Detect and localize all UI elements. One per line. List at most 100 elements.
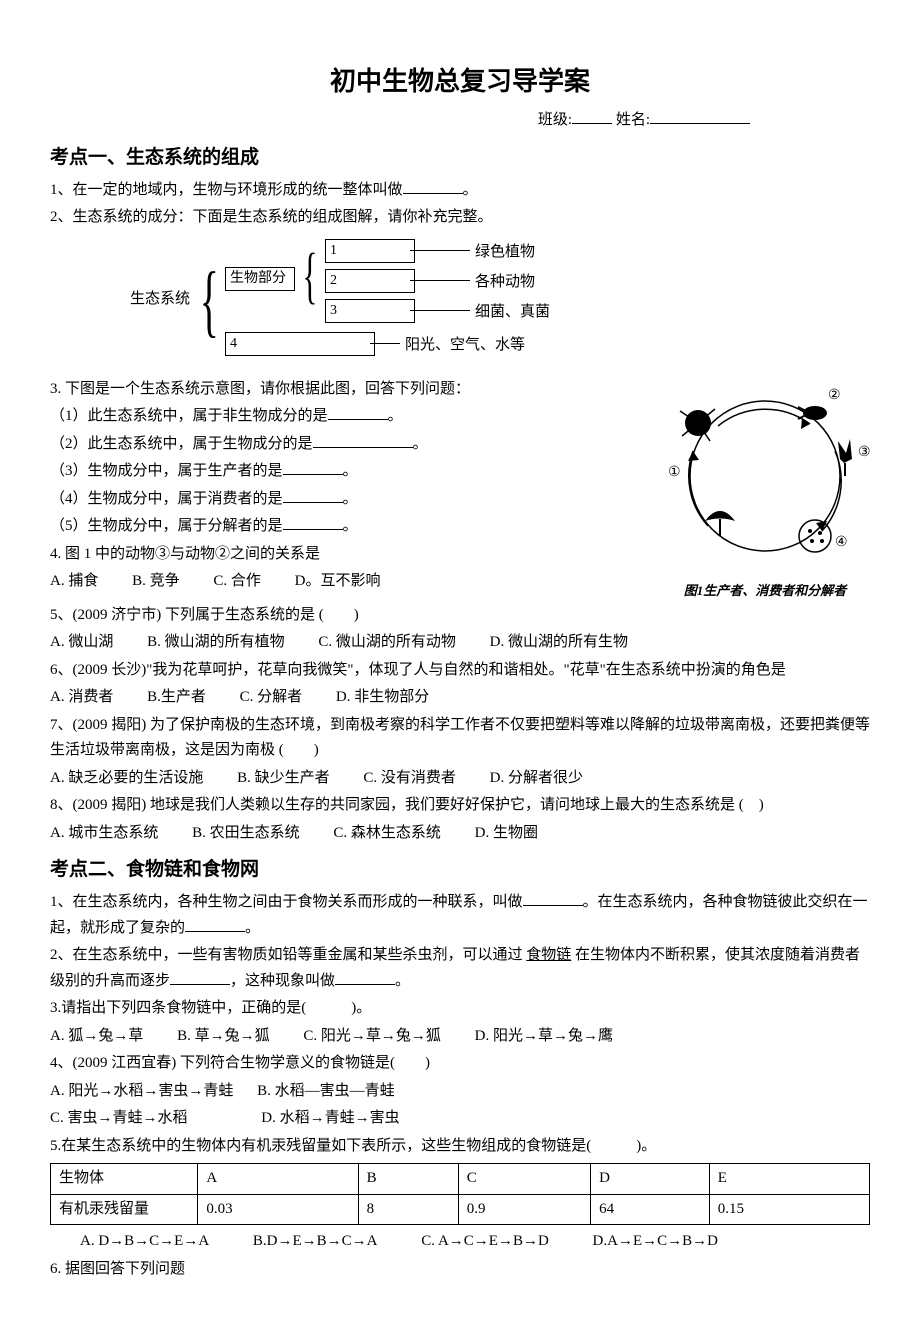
opt-d[interactable]: D. 阳光→草→兔→鹰: [475, 1024, 613, 1050]
class-name-line: 班级: 姓名:: [50, 108, 870, 134]
opt-b[interactable]: B. 草→兔→狐: [177, 1024, 270, 1050]
opt-d[interactable]: D. 非生物部分: [336, 685, 429, 711]
opt-d[interactable]: D. 分解者很少: [490, 766, 583, 792]
opt-c[interactable]: C. A→C→E→B→D: [421, 1229, 549, 1255]
s1-q7-options: A. 缺乏必要的生活设施 B. 缺少生产者 C. 没有消费者 D. 分解者很少: [50, 766, 870, 792]
diagram-root: 生态系统: [130, 287, 190, 313]
opt-a[interactable]: A. 城市生态系统: [50, 821, 158, 847]
s1-q1: 1、在一定的地域内，生物与环境形成的统一整体叫做。: [50, 178, 870, 204]
s2-q5: 5.在某生态系统中的生物体内有机汞残留量如下表所示，这些生物组成的食物链是( )…: [50, 1134, 870, 1160]
diagram-box4[interactable]: 4: [225, 332, 375, 356]
opt-a[interactable]: A. 缺乏必要的生活设施: [50, 766, 203, 792]
name-blank[interactable]: [650, 108, 750, 124]
blank[interactable]: [313, 432, 413, 448]
s2-q2c: ，这种现象叫做: [230, 973, 335, 989]
line-icon: [410, 280, 470, 281]
blank[interactable]: [185, 916, 245, 932]
fig-label-4: ④: [835, 535, 848, 550]
mercury-table: 生物体 A B C D E 有机汞残留量 0.03 8 0.9 64 0.15: [50, 1163, 870, 1225]
opt-d[interactable]: D.A→E→C→B→D: [593, 1229, 718, 1255]
q3-4-text: （4）生物成分中，属于消费者的是: [50, 491, 283, 507]
blank[interactable]: [170, 969, 230, 985]
opt-b[interactable]: B.D→E→B→C→A: [253, 1229, 378, 1255]
blank[interactable]: [283, 514, 343, 530]
opt-c[interactable]: C. 合作: [213, 569, 261, 595]
s2-q4-options: A. 阳光→水稻→害虫→青蛙 B. 水稻—害虫—青蛙: [50, 1079, 870, 1105]
s1-q5-options: A. 微山湖 B. 微山湖的所有植物 C. 微山湖的所有动物 D. 微山湖的所有…: [50, 630, 870, 656]
table-row: 生物体 A B C D E: [51, 1164, 870, 1195]
blank[interactable]: [523, 890, 583, 906]
th-d: D: [591, 1164, 710, 1195]
td-a: 0.03: [198, 1194, 358, 1225]
s2-q1a: 1、在生态系统内，各种生物之间由于食物关系而形成的一种联系，叫做: [50, 894, 523, 910]
opt-a[interactable]: A. 消费者: [50, 685, 113, 711]
opt-b[interactable]: B. 竞争: [132, 569, 180, 595]
opt-b[interactable]: B. 缺少生产者: [237, 766, 330, 792]
opt-a[interactable]: A. 阳光→水稻→害虫→青蛙: [50, 1079, 233, 1105]
ecosystem-diagram: 生态系统 { 生物部分 { 4 1 2 3 绿色植物 各种动物 细菌、真菌 阳光…: [50, 237, 870, 367]
td-e: 0.15: [709, 1194, 869, 1225]
diagram-box2[interactable]: 2: [325, 269, 415, 293]
box3-num: 3: [330, 303, 337, 318]
brace-icon: {: [302, 245, 317, 307]
opt-b[interactable]: B. 农田生态系统: [192, 821, 300, 847]
box2-num: 2: [330, 273, 337, 288]
th-b: B: [358, 1164, 458, 1195]
th-c: C: [458, 1164, 590, 1195]
opt-b[interactable]: B.生产者: [147, 685, 206, 711]
blank[interactable]: [283, 487, 343, 503]
th-a: A: [198, 1164, 358, 1195]
diagram-box1[interactable]: 1: [325, 239, 415, 263]
brace-icon: {: [200, 261, 219, 341]
s1-q6-options: A. 消费者 B.生产者 C. 分解者 D. 非生物部分: [50, 685, 870, 711]
th-organism: 生物体: [51, 1164, 198, 1195]
opt-d[interactable]: D. 生物圈: [475, 821, 538, 847]
line-icon: [410, 250, 470, 251]
q3-1-text: （1）此生态系统中，属于非生物成分的是: [50, 408, 328, 424]
diagram-box3[interactable]: 3: [325, 299, 415, 323]
line-icon: [410, 310, 470, 311]
fig-label-2: ②: [828, 388, 841, 403]
opt-a[interactable]: A. D→B→C→E→A: [80, 1229, 209, 1255]
td-d: 64: [591, 1194, 710, 1225]
opt-c[interactable]: C. 森林生态系统: [333, 821, 441, 847]
fig-label-1: ①: [668, 465, 681, 480]
opt-b[interactable]: B. 微山湖的所有植物: [147, 630, 285, 656]
s1-q1-blank[interactable]: [403, 178, 463, 194]
diagram-leaf3: 细菌、真菌: [475, 300, 550, 326]
class-label: 班级:: [538, 112, 572, 128]
blank[interactable]: [283, 459, 343, 475]
opt-d[interactable]: D. 水稻→青蛙→害虫: [261, 1106, 399, 1132]
blank[interactable]: [328, 404, 388, 420]
opt-c[interactable]: C. 没有消费者: [363, 766, 456, 792]
opt-c[interactable]: C. 分解者: [240, 685, 303, 711]
opt-a[interactable]: A. 微山湖: [50, 630, 113, 656]
opt-c[interactable]: C. 害虫→青蛙→水稻: [50, 1106, 188, 1132]
diagram-bio-part: 生物部分: [225, 267, 295, 291]
s2-q3: 3.请指出下列四条食物链中，正确的是( )。: [50, 996, 870, 1022]
s1-q2: 2、生态系统的成分：下面是生态系统的组成图解，请你补充完整。: [50, 205, 870, 231]
section1-head: 考点一、生态系统的组成: [50, 142, 870, 174]
page-title: 初中生物总复习导学案: [50, 60, 870, 104]
opt-d[interactable]: D. 微山湖的所有生物: [490, 630, 628, 656]
s2-q3-options: A. 狐→兔→草 B. 草→兔→狐 C. 阳光→草→兔→狐 D. 阳光→草→兔→…: [50, 1024, 870, 1050]
name-label: 姓名:: [616, 112, 650, 128]
box4-num: 4: [230, 336, 237, 351]
td-label: 有机汞残留量: [51, 1194, 198, 1225]
s2-q4: 4、(2009 江西宜春) 下列符合生物学意义的食物链是( ): [50, 1051, 870, 1077]
table-row: 有机汞残留量 0.03 8 0.9 64 0.15: [51, 1194, 870, 1225]
class-blank[interactable]: [572, 108, 612, 124]
diagram-leaf4: 阳光、空气、水等: [405, 333, 525, 359]
diagram-leaf2: 各种动物: [475, 270, 535, 296]
td-c: 0.9: [458, 1194, 590, 1225]
blank[interactable]: [335, 969, 395, 985]
opt-c[interactable]: C. 微山湖的所有动物: [318, 630, 456, 656]
fig1-caption: 图1生产者、消费者和分解者: [660, 580, 870, 602]
opt-c[interactable]: C. 阳光→草→兔→狐: [303, 1024, 441, 1050]
opt-a[interactable]: A. 狐→兔→草: [50, 1024, 143, 1050]
opt-a[interactable]: A. 捕食: [50, 569, 98, 595]
s2-q4-options-2: C. 害虫→青蛙→水稻 D. 水稻→青蛙→害虫: [50, 1106, 870, 1132]
opt-b[interactable]: B. 水稻—害虫—青蛙: [257, 1079, 395, 1105]
q3-2-text: （2）此生态系统中，属于生物成分的是: [50, 436, 313, 452]
opt-d[interactable]: D。互不影响: [295, 569, 381, 595]
